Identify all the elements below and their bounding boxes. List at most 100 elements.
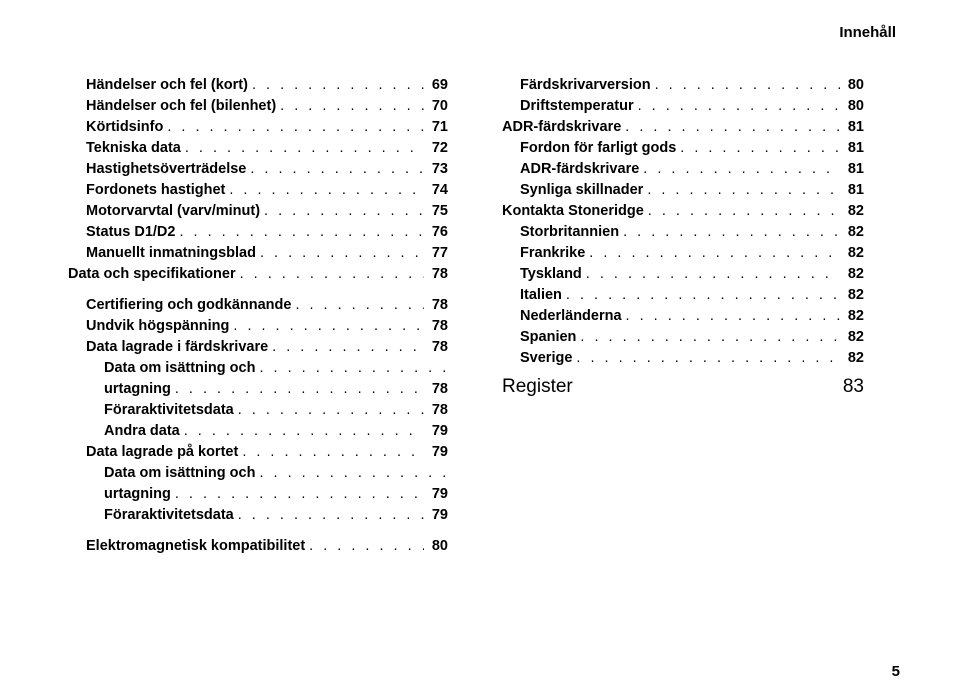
- toc-leader: [619, 224, 840, 240]
- toc-label: Frankrike: [520, 245, 585, 261]
- toc-leader: [255, 465, 448, 481]
- toc-label: Fordonets hastighet: [86, 182, 225, 198]
- toc-entry: Spanien82: [484, 329, 864, 345]
- toc-leader: [621, 119, 840, 135]
- toc-left-column: Händelser och fel (kort)69Händelser och …: [68, 77, 448, 559]
- toc-leader: [676, 140, 840, 156]
- toc-label: Data lagrade på kortet: [86, 444, 238, 460]
- toc-leader: [268, 339, 424, 355]
- toc-label: Data och specifikationer: [68, 266, 236, 282]
- toc-entry: Status D1/D276: [68, 224, 448, 240]
- toc-columns: Händelser och fel (kort)69Händelser och …: [68, 77, 900, 559]
- toc-entry: urtagning 78: [68, 381, 448, 397]
- toc-label: Certifiering och godkännande: [86, 297, 291, 313]
- page-header: Innehåll: [68, 24, 900, 41]
- toc-label: Manuellt inmatningsblad: [86, 245, 256, 261]
- toc-label: Status D1/D2: [86, 224, 175, 240]
- toc-page: 78: [424, 297, 448, 313]
- toc-page: 82: [840, 245, 864, 261]
- toc-leader: [639, 161, 840, 177]
- toc-page: 78: [424, 266, 448, 282]
- toc-entry: Körtidsinfo71: [68, 119, 448, 135]
- toc-label: Data om isättning och: [104, 465, 255, 481]
- toc-label: Spanien: [520, 329, 576, 345]
- toc-entry: Storbritannien 82: [484, 224, 864, 240]
- toc-entry: Data om isättning och: [68, 360, 448, 376]
- toc-entry: Nederländerna82: [484, 308, 864, 324]
- toc-entry: Tyskland 82: [484, 266, 864, 282]
- toc-page: 82: [840, 350, 864, 366]
- toc-entry: Data om isättning och: [68, 465, 448, 481]
- toc-page: 82: [840, 266, 864, 282]
- toc-label: urtagning: [104, 486, 171, 502]
- toc-label: Data lagrade i färdskrivare: [86, 339, 268, 355]
- toc-entry: Synliga skillnader81: [484, 182, 864, 198]
- toc-leader: [562, 287, 840, 303]
- toc-label: urtagning: [104, 381, 171, 397]
- toc-page: 81: [840, 140, 864, 156]
- toc-leader: [248, 77, 424, 93]
- toc-entry: Data lagrade i färdskrivare78: [68, 339, 448, 355]
- toc-page: 78: [424, 381, 448, 397]
- toc-label: Kontakta Stoneridge: [502, 203, 644, 219]
- toc-entry: Färdskrivarversion 80: [484, 77, 864, 93]
- toc-leader: [572, 350, 840, 366]
- toc-label: Händelser och fel (kort): [86, 77, 248, 93]
- toc-page: 80: [840, 77, 864, 93]
- toc-page: 79: [424, 486, 448, 502]
- toc-entry: Händelser och fel (kort)69: [68, 77, 448, 93]
- toc-leader: [175, 224, 424, 240]
- toc-label: Föraraktivitetsdata: [104, 507, 234, 523]
- toc-leader: [234, 507, 424, 523]
- toc-leader: [163, 119, 424, 135]
- toc-entry: Sverige82: [484, 350, 864, 366]
- toc-leader: [225, 182, 424, 198]
- toc-entry: ADR-färdskrivare81: [484, 161, 864, 177]
- toc-leader: [234, 402, 424, 418]
- toc-leader: [260, 203, 424, 219]
- toc-label: Storbritannien: [520, 224, 619, 240]
- toc-label: Händelser och fel (bilenhet): [86, 98, 276, 114]
- toc-page: 81: [840, 161, 864, 177]
- toc-leader: [171, 486, 424, 502]
- toc-label: ADR-färdskrivare: [502, 119, 621, 135]
- toc-leader: [276, 98, 424, 114]
- toc-page: 80: [840, 98, 864, 114]
- toc-leader: [643, 182, 840, 198]
- toc-page: 78: [424, 402, 448, 418]
- toc-leader: [644, 203, 840, 219]
- toc-entry: Föraraktivitetsdata 79: [68, 507, 448, 523]
- toc-leader: [229, 318, 424, 334]
- toc-page: 79: [424, 507, 448, 523]
- toc-leader: [622, 308, 840, 324]
- toc-entry: Italien82: [484, 287, 864, 303]
- toc-entry: Kontakta Stoneridge 82: [484, 203, 864, 219]
- toc-label: Data om isättning och: [104, 360, 255, 376]
- toc-page: 80: [424, 538, 448, 554]
- toc-page: 82: [840, 203, 864, 219]
- toc-label: Färdskrivarversion: [520, 77, 651, 93]
- toc-leader: [576, 329, 840, 345]
- toc-leader: [246, 161, 424, 177]
- toc-section: Register83: [484, 376, 864, 398]
- toc-page: 78: [424, 318, 448, 334]
- toc-label: Körtidsinfo: [86, 119, 163, 135]
- toc-leader: [236, 266, 424, 282]
- toc-label: Andra data: [104, 423, 180, 439]
- toc-entry: Undvik högspänning78: [68, 318, 448, 334]
- toc-page: 79: [424, 444, 448, 460]
- toc-label: Tyskland: [520, 266, 582, 282]
- toc-label: Hastighetsöverträdelse: [86, 161, 246, 177]
- toc-leader: [171, 381, 424, 397]
- toc-entry: Motorvarvtal (varv/minut)75: [68, 203, 448, 219]
- page: Innehåll Händelser och fel (kort)69Hände…: [0, 0, 960, 694]
- toc-entry: Manuellt inmatningsblad77: [68, 245, 448, 261]
- toc-entry: Hastighetsöverträdelse 73: [68, 161, 448, 177]
- toc-entry: Certifiering och godkännande 78: [68, 297, 448, 313]
- toc-page: 72: [424, 140, 448, 156]
- toc-page: 79: [424, 423, 448, 439]
- toc-page: 82: [840, 224, 864, 240]
- toc-leader: [238, 444, 424, 460]
- toc-page: 73: [424, 161, 448, 177]
- toc-entry: Andra data 79: [68, 423, 448, 439]
